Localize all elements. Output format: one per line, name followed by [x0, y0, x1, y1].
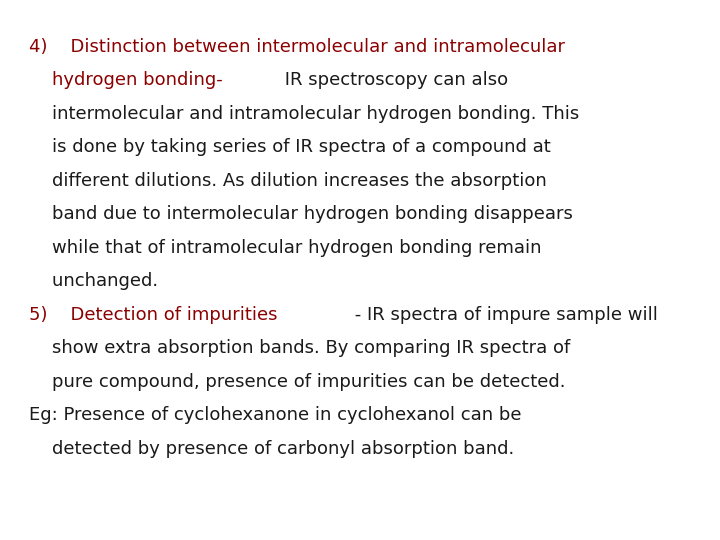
Text: is done by taking series of IR spectra of a compound at: is done by taking series of IR spectra o… [29, 138, 551, 156]
Text: pure compound, presence of impurities can be detected.: pure compound, presence of impurities ca… [29, 373, 565, 390]
Text: while that of intramolecular hydrogen bonding remain: while that of intramolecular hydrogen bo… [29, 239, 541, 256]
Text: unchanged.: unchanged. [29, 272, 158, 290]
Text: band due to intermolecular hydrogen bonding disappears: band due to intermolecular hydrogen bond… [29, 205, 572, 223]
Text: 5)    Detection of impurities: 5) Detection of impurities [29, 306, 277, 323]
Text: detected by presence of carbonyl absorption band.: detected by presence of carbonyl absorpt… [29, 440, 514, 457]
Text: IR spectroscopy can also: IR spectroscopy can also [279, 71, 508, 89]
Text: show extra absorption bands. By comparing IR spectra of: show extra absorption bands. By comparin… [29, 339, 570, 357]
Text: hydrogen bonding-: hydrogen bonding- [29, 71, 222, 89]
Text: 4)    Distinction between intermolecular and intramolecular: 4) Distinction between intermolecular an… [29, 38, 564, 56]
Text: - IR spectra of impure sample will: - IR spectra of impure sample will [349, 306, 658, 323]
Text: Eg: Presence of cyclohexanone in cyclohexanol can be: Eg: Presence of cyclohexanone in cyclohe… [29, 406, 521, 424]
Text: different dilutions. As dilution increases the absorption: different dilutions. As dilution increas… [29, 172, 546, 190]
Text: intermolecular and intramolecular hydrogen bonding. This: intermolecular and intramolecular hydrog… [29, 105, 579, 123]
